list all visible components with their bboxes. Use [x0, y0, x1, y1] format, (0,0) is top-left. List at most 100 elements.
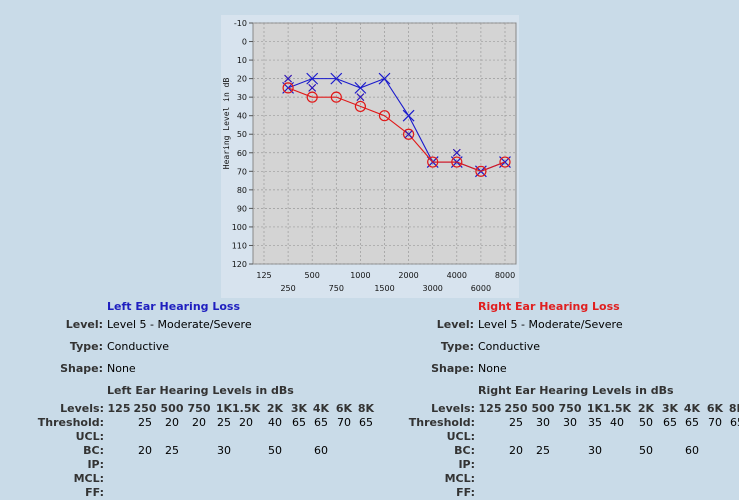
x-tick-label: 3000	[423, 284, 443, 293]
point-marker-left	[402, 109, 415, 122]
x-tick-label: 750	[329, 284, 344, 293]
left-levels-cell: 60	[314, 444, 328, 457]
right-level-label: Level:	[436, 318, 474, 331]
left-levels-row-label: IP:	[87, 458, 104, 471]
y-tick-label: 110	[232, 241, 247, 250]
right-levels-cell: 3K	[661, 402, 679, 415]
right-levels-cell: 6K	[706, 402, 724, 415]
left-levels-cell: 20	[138, 444, 152, 457]
right-levels-cell: 40	[610, 416, 624, 429]
left-levels-cell: 750	[187, 402, 211, 415]
x-tick-label: 8000	[495, 271, 515, 280]
left-levels-cell: 1K	[215, 402, 233, 415]
left-levels-cell: 1.5K	[232, 402, 261, 415]
right-ear-panel: Right Ear Hearing Loss Level: Level 5 - …	[389, 300, 739, 500]
right-levels-cell: 25	[509, 416, 523, 429]
right-levels-table: Levels:1252505007501K1.5K2K3K4K6K8KThres…	[389, 402, 739, 500]
right-levels-cell: 35	[588, 416, 602, 429]
left-shape-label: Shape:	[60, 362, 103, 375]
right-levels-cell: 250	[504, 402, 528, 415]
x-tick-label: 4000	[447, 271, 467, 280]
right-levels-cell: 30	[588, 444, 602, 457]
x-tick-label: 1500	[374, 284, 394, 293]
right-levels-cell: 1.5K	[603, 402, 632, 415]
y-tick-label: 0	[242, 38, 247, 47]
point-marker-left	[330, 72, 343, 85]
left-levels-cell: 2K	[266, 402, 284, 415]
left-levels-title: Left Ear Hearing Levels in dBs	[107, 384, 294, 397]
left-levels-cell: 25	[138, 416, 152, 429]
point-marker-right-bc	[308, 84, 317, 92]
point-marker-right	[330, 91, 342, 103]
y-tick-label: 90	[237, 204, 247, 213]
point-marker-right-bc	[452, 148, 461, 157]
right-levels-cell: 60	[685, 444, 699, 457]
right-level-value: Level 5 - Moderate/Severe	[478, 318, 623, 331]
point-marker-right	[427, 156, 439, 168]
left-levels-cell: 4K	[312, 402, 330, 415]
right-levels-cell: 750	[558, 402, 582, 415]
series-line-right	[287, 87, 506, 172]
left-level-row: Level: Level 5 - Moderate/Severe	[18, 318, 318, 340]
right-levels-row: IP:	[389, 458, 689, 472]
left-levels-row-label: FF:	[85, 486, 104, 499]
x-tick-label: 125	[256, 271, 271, 280]
point-marker-right-bc	[404, 130, 413, 139]
left-level-label: Level:	[65, 318, 103, 331]
right-levels-row-label: UCL:	[446, 430, 475, 443]
right-level-row: Level: Level 5 - Moderate/Severe	[389, 318, 689, 340]
right-levels-row-label: IP:	[458, 458, 475, 471]
left-levels-cell: 65	[314, 416, 328, 429]
right-levels-cell: 125	[478, 402, 502, 415]
x-tick-label: 250	[280, 284, 295, 293]
right-levels-cell: 500	[531, 402, 555, 415]
right-levels-cell: 1K	[586, 402, 604, 415]
left-levels-row: FF:	[18, 486, 318, 500]
left-levels-row-label: BC:	[83, 444, 104, 457]
y-tick-label: -10	[234, 19, 247, 28]
y-tick-label: 60	[237, 149, 247, 158]
left-type-row: Type: Conductive	[18, 340, 318, 362]
left-levels-cell: 30	[217, 444, 231, 457]
point-marker-left	[378, 72, 391, 85]
left-levels-row: IP:	[18, 458, 318, 472]
right-levels-cell: 25	[536, 444, 550, 457]
right-levels-row-label: FF:	[456, 486, 475, 499]
point-marker-right-bc	[356, 93, 365, 102]
right-levels-cell: 30	[563, 416, 577, 429]
y-tick-label: 40	[237, 112, 247, 121]
y-tick-label: 80	[237, 186, 247, 195]
right-levels-cell: 65	[730, 416, 739, 429]
left-levels-cell: 70	[337, 416, 351, 429]
point-marker-left	[306, 72, 319, 85]
left-levels-row-label: MCL:	[73, 472, 104, 485]
point-marker-right	[475, 165, 487, 177]
right-levels-cell: 8K	[728, 402, 739, 415]
right-ear-title: Right Ear Hearing Loss	[478, 300, 620, 313]
left-levels-row-label: Levels:	[60, 402, 104, 415]
right-levels-cell: 20	[509, 444, 523, 457]
right-levels-cell: 70	[708, 416, 722, 429]
left-levels-row: UCL:	[18, 430, 318, 444]
point-marker-right	[403, 128, 415, 140]
right-levels-row-label: Levels:	[431, 402, 475, 415]
right-levels-row-label: BC:	[454, 444, 475, 457]
left-level-value: Level 5 - Moderate/Severe	[107, 318, 252, 331]
left-levels-cell: 20	[239, 416, 253, 429]
right-type-value: Conductive	[478, 340, 541, 353]
right-levels-row-label: MCL:	[444, 472, 475, 485]
right-levels-cell: 50	[639, 416, 653, 429]
x-tick-label: 1000	[350, 271, 370, 280]
y-tick-label: 20	[237, 75, 247, 84]
right-levels-row: UCL:	[389, 430, 689, 444]
right-shape-label: Shape:	[431, 362, 474, 375]
audiogram-chart: -10 0 10 20 30 40 50 60 70 80 90 100 110 120 125 250 500…	[221, 15, 519, 298]
right-levels-row: BC: 20 25 30 50 60	[389, 444, 699, 458]
left-ear-title: Left Ear Hearing Loss	[107, 300, 241, 313]
left-levels-row: MCL:	[18, 472, 318, 486]
left-type-value: Conductive	[107, 340, 170, 353]
right-type-label: Type:	[440, 340, 474, 353]
point-marker-right	[451, 156, 463, 168]
y-tick-label: 120	[232, 260, 247, 269]
